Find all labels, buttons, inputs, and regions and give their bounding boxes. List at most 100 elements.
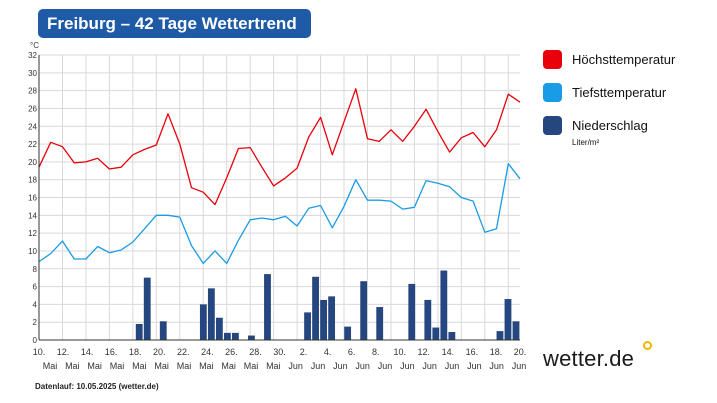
x-month-label: Mai <box>199 361 214 371</box>
chart-title: Freiburg – 42 Tage Wettertrend <box>38 9 311 38</box>
precipitation-bar <box>135 323 143 340</box>
legend-swatch-min <box>543 83 562 102</box>
legend-swatch-rain <box>543 116 562 135</box>
y-tick-label: 26 <box>28 104 37 113</box>
y-tick-label: 32 <box>28 51 37 60</box>
x-month-label: Jun <box>512 361 527 371</box>
x-date-label: 10. <box>393 347 406 357</box>
x-month-label: Mai <box>43 361 58 371</box>
precipitation-bar <box>215 317 223 340</box>
precipitation-bar <box>408 283 416 340</box>
precipitation-bar <box>512 321 520 340</box>
x-month-label: Jun <box>288 361 303 371</box>
x-month-label: Jun <box>400 361 415 371</box>
x-date-label: 16. <box>105 347 118 357</box>
x-date-label: 12. <box>57 347 70 357</box>
x-date-label: 6. <box>348 347 356 357</box>
x-month-label: Mai <box>266 361 281 371</box>
brand-logo: wetter.de <box>543 346 635 371</box>
y-tick-label: 6 <box>33 283 38 292</box>
y-axis-unit: °C <box>30 41 39 50</box>
x-month-label: Jun <box>311 361 326 371</box>
y-tick-label: 12 <box>28 229 37 238</box>
precipitation-bar <box>223 332 231 340</box>
x-month-label: Jun <box>378 361 393 371</box>
precipitation-bar <box>312 276 319 340</box>
x-month-label: Mai <box>221 361 236 371</box>
y-tick-label: 2 <box>33 318 38 327</box>
precipitation-bar <box>328 296 336 340</box>
x-date-label: 4. <box>324 347 332 357</box>
x-date-label: 14. <box>81 347 94 357</box>
y-tick-label: 8 <box>33 265 38 274</box>
x-date-label: 16. <box>466 347 479 357</box>
precipitation-bar <box>432 327 440 340</box>
x-month-label: Jun <box>333 361 348 371</box>
max-temperature-line <box>38 88 521 206</box>
legend-label-max: Höchsttemperatur <box>572 52 676 67</box>
precipitation-bar <box>376 307 384 340</box>
x-month-label: Mai <box>244 361 259 371</box>
precipitation-bar <box>440 270 448 340</box>
precipitation-bar <box>248 335 255 340</box>
x-date-label: 22. <box>177 347 190 357</box>
precipitation-bar <box>496 331 504 340</box>
min-temperature-line <box>38 163 521 265</box>
precipitation-bar <box>360 281 368 340</box>
x-date-label: 20. <box>153 347 166 357</box>
y-tick-label: 4 <box>33 300 38 309</box>
data-source-note: Datenlauf: 10.05.2025 (wetter.de) <box>35 382 159 391</box>
precipitation-bar <box>159 321 167 340</box>
legend-label-min: Tiefsttemperatur <box>572 85 667 100</box>
x-date-label: 14. <box>442 347 455 357</box>
x-month-label: Mai <box>110 361 125 371</box>
x-month-label: Jun <box>467 361 482 371</box>
precipitation-bar <box>344 326 352 340</box>
x-date-label: 2. <box>300 347 308 357</box>
y-tick-label: 0 <box>33 336 38 345</box>
x-month-label: Mai <box>65 361 80 371</box>
precipitation-bar <box>424 299 432 340</box>
precipitation-bar <box>232 332 239 340</box>
precipitation-bar <box>143 277 151 340</box>
x-month-label: Mai <box>177 361 192 371</box>
y-tick-label: 14 <box>28 211 37 220</box>
x-month-label: Mai <box>132 361 147 371</box>
y-tick-label: 28 <box>28 87 37 96</box>
legend-label-rain: Niederschlag <box>572 118 648 133</box>
y-tick-label: 10 <box>28 247 37 256</box>
legend-rain-unit: Liter/m² <box>572 138 600 147</box>
precipitation-bar <box>320 299 327 340</box>
precipitation-bar <box>199 304 207 340</box>
y-tick-label: 18 <box>28 176 37 185</box>
x-date-label: 20. <box>514 347 527 357</box>
precipitation-bar <box>207 288 215 340</box>
brand-dot-icon <box>643 341 652 350</box>
y-tick-label: 22 <box>28 140 37 149</box>
y-tick-label: 24 <box>28 122 37 131</box>
x-date-label: 12. <box>418 347 431 357</box>
x-month-label: Mai <box>154 361 169 371</box>
precipitation-bar <box>264 274 271 340</box>
y-tick-label: 16 <box>28 194 37 203</box>
legend-swatch-max <box>543 50 562 69</box>
x-month-label: Jun <box>355 361 370 371</box>
x-date-label: 28. <box>249 347 262 357</box>
y-tick-label: 20 <box>28 158 37 167</box>
x-date-label: 30. <box>273 347 286 357</box>
x-date-label: 18. <box>490 347 503 357</box>
x-date-label: 8. <box>372 347 380 357</box>
x-month-label: Jun <box>489 361 504 371</box>
x-month-label: Jun <box>422 361 437 371</box>
x-date-label: 24. <box>201 347 214 357</box>
x-date-label: 10. <box>33 347 46 357</box>
x-month-label: Jun <box>445 361 460 371</box>
precipitation-bar <box>448 331 456 340</box>
y-tick-label: 30 <box>28 69 37 78</box>
precipitation-bar <box>304 312 311 340</box>
precipitation-bar <box>504 299 512 340</box>
x-month-label: Mai <box>87 361 102 371</box>
x-date-label: 26. <box>225 347 238 357</box>
x-date-label: 18. <box>129 347 142 357</box>
